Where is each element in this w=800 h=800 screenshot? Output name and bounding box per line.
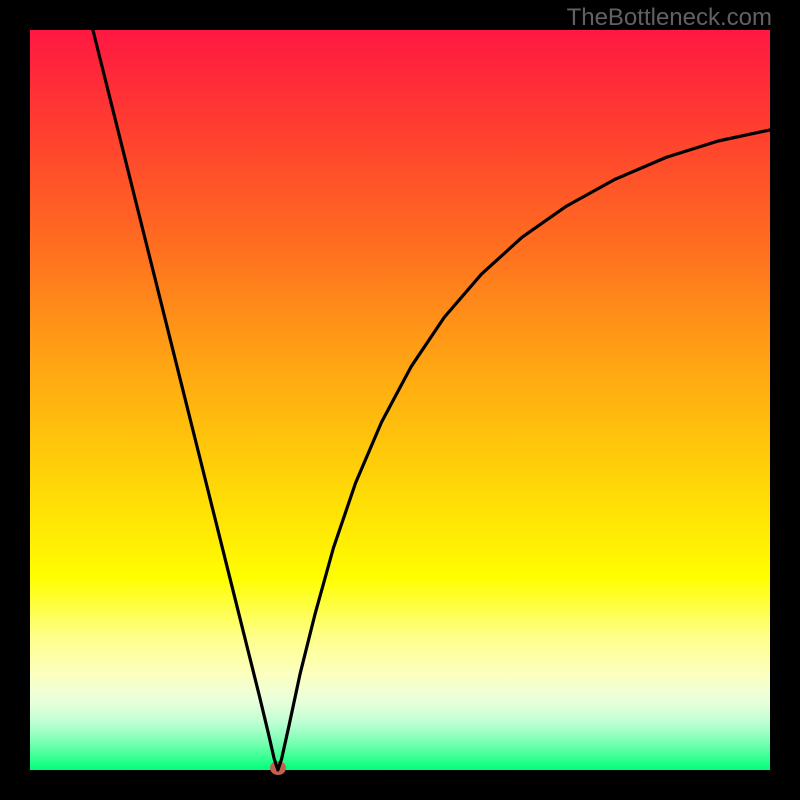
watermark-text: TheBottleneck.com: [567, 4, 772, 32]
chart-container: TheBottleneck.com: [0, 0, 800, 800]
gradient-background: [30, 30, 770, 770]
minimum-marker: [270, 761, 286, 775]
plot-area: [30, 30, 770, 770]
